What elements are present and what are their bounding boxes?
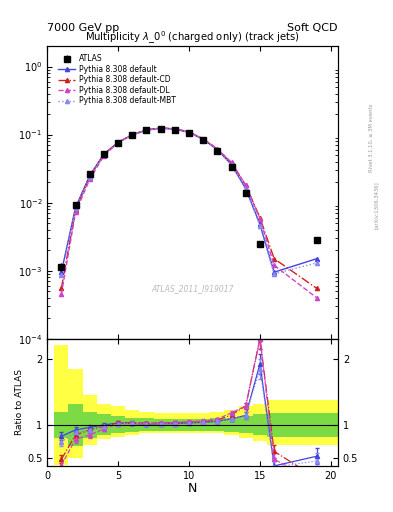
- Pythia 8.308 default-MBT: [229, 162, 234, 168]
- Pythia 8.308 default: [130, 132, 135, 138]
- Pythia 8.308 default-CD: [272, 255, 277, 262]
- Pythia 8.308 default-DL: [314, 295, 319, 301]
- Pythia 8.308 default-DL: [87, 176, 92, 182]
- Pythia 8.308 default-MBT: [314, 260, 319, 266]
- Pythia 8.308 default-CD: [314, 285, 319, 291]
- Pythia 8.308 default-MBT: [201, 136, 206, 142]
- Pythia 8.308 default-MBT: [144, 127, 149, 133]
- Pythia 8.308 default: [87, 173, 92, 179]
- Text: ATLAS_2011_I919017: ATLAS_2011_I919017: [151, 285, 234, 293]
- Pythia 8.308 default-MBT: [116, 140, 120, 146]
- Pythia 8.308 default-DL: [215, 145, 220, 152]
- Line: Pythia 8.308 default-MBT: Pythia 8.308 default-MBT: [59, 126, 319, 278]
- Pythia 8.308 default-CD: [73, 207, 78, 213]
- Pythia 8.308 default-CD: [144, 126, 149, 133]
- Pythia 8.308 default: [229, 162, 234, 168]
- Pythia 8.308 default: [272, 269, 277, 275]
- Pythia 8.308 default-CD: [243, 182, 248, 188]
- Pythia 8.308 default-CD: [87, 174, 92, 180]
- Pythia 8.308 default-DL: [144, 127, 149, 133]
- Pythia 8.308 default: [314, 255, 319, 262]
- Pythia 8.308 default-CD: [173, 125, 177, 132]
- Legend: ATLAS, Pythia 8.308 default, Pythia 8.308 default-CD, Pythia 8.308 default-DL, P: ATLAS, Pythia 8.308 default, Pythia 8.30…: [57, 53, 177, 107]
- Line: Pythia 8.308 default-DL: Pythia 8.308 default-DL: [59, 126, 319, 300]
- Pythia 8.308 default-MBT: [257, 223, 262, 229]
- Pythia 8.308 default-CD: [116, 139, 120, 145]
- Pythia 8.308 default-MBT: [173, 126, 177, 132]
- Pythia 8.308 default-CD: [101, 152, 106, 158]
- Pythia 8.308 default: [187, 129, 191, 135]
- Pythia 8.308 default-MBT: [215, 146, 220, 153]
- Pythia 8.308 default-CD: [229, 160, 234, 166]
- Pythia 8.308 default-MBT: [130, 132, 135, 138]
- Pythia 8.308 default-MBT: [243, 186, 248, 192]
- Pythia 8.308 default: [158, 125, 163, 131]
- Pythia 8.308 default: [73, 204, 78, 210]
- Pythia 8.308 default-CD: [59, 285, 64, 291]
- Pythia 8.308 default-MBT: [272, 271, 277, 277]
- Pythia 8.308 default-DL: [59, 291, 64, 297]
- Pythia 8.308 default-CD: [158, 125, 163, 131]
- Pythia 8.308 default-CD: [201, 136, 206, 142]
- Pythia 8.308 default: [243, 186, 248, 192]
- Pythia 8.308 default-CD: [215, 146, 220, 152]
- Pythia 8.308 default-CD: [187, 129, 191, 135]
- Pythia 8.308 default-DL: [272, 262, 277, 268]
- Pythia 8.308 default-DL: [130, 132, 135, 138]
- Pythia 8.308 default-CD: [130, 132, 135, 138]
- Pythia 8.308 default: [201, 136, 206, 142]
- Pythia 8.308 default-DL: [73, 209, 78, 216]
- Pythia 8.308 default: [144, 127, 149, 133]
- Pythia 8.308 default-DL: [201, 136, 206, 142]
- X-axis label: N: N: [188, 482, 197, 495]
- Pythia 8.308 default-DL: [243, 182, 248, 188]
- Pythia 8.308 default: [215, 146, 220, 153]
- Pythia 8.308 default-DL: [158, 125, 163, 131]
- Pythia 8.308 default-MBT: [187, 129, 191, 135]
- Pythia 8.308 default-DL: [229, 159, 234, 165]
- Pythia 8.308 default: [257, 221, 262, 227]
- Pythia 8.308 default: [101, 151, 106, 157]
- Line: Pythia 8.308 default-CD: Pythia 8.308 default-CD: [59, 126, 319, 290]
- Pythia 8.308 default: [59, 269, 64, 275]
- Pythia 8.308 default-MBT: [73, 205, 78, 211]
- Title: Multiplicity $\lambda\_0^0$ (charged only) (track jets): Multiplicity $\lambda\_0^0$ (charged onl…: [85, 30, 300, 46]
- Pythia 8.308 default-CD: [257, 215, 262, 221]
- Pythia 8.308 default-MBT: [59, 272, 64, 279]
- Pythia 8.308 default-MBT: [158, 125, 163, 131]
- Pythia 8.308 default-DL: [187, 129, 191, 135]
- Text: Soft QCD: Soft QCD: [288, 23, 338, 33]
- Pythia 8.308 default: [116, 139, 120, 145]
- Y-axis label: Ratio to ATLAS: Ratio to ATLAS: [15, 369, 24, 435]
- Pythia 8.308 default-DL: [257, 216, 262, 222]
- Text: Rivet 3.1.10, ≥ 3M events: Rivet 3.1.10, ≥ 3M events: [369, 104, 374, 173]
- Pythia 8.308 default-DL: [101, 153, 106, 159]
- Text: 7000 GeV pp: 7000 GeV pp: [47, 23, 119, 33]
- Pythia 8.308 default: [173, 126, 177, 132]
- Line: Pythia 8.308 default: Pythia 8.308 default: [59, 126, 319, 274]
- Pythia 8.308 default-MBT: [87, 174, 92, 180]
- Text: [arXiv:1306.3436]: [arXiv:1306.3436]: [374, 181, 378, 229]
- Pythia 8.308 default-MBT: [101, 152, 106, 158]
- Pythia 8.308 default-DL: [116, 140, 120, 146]
- Pythia 8.308 default-DL: [173, 125, 177, 132]
